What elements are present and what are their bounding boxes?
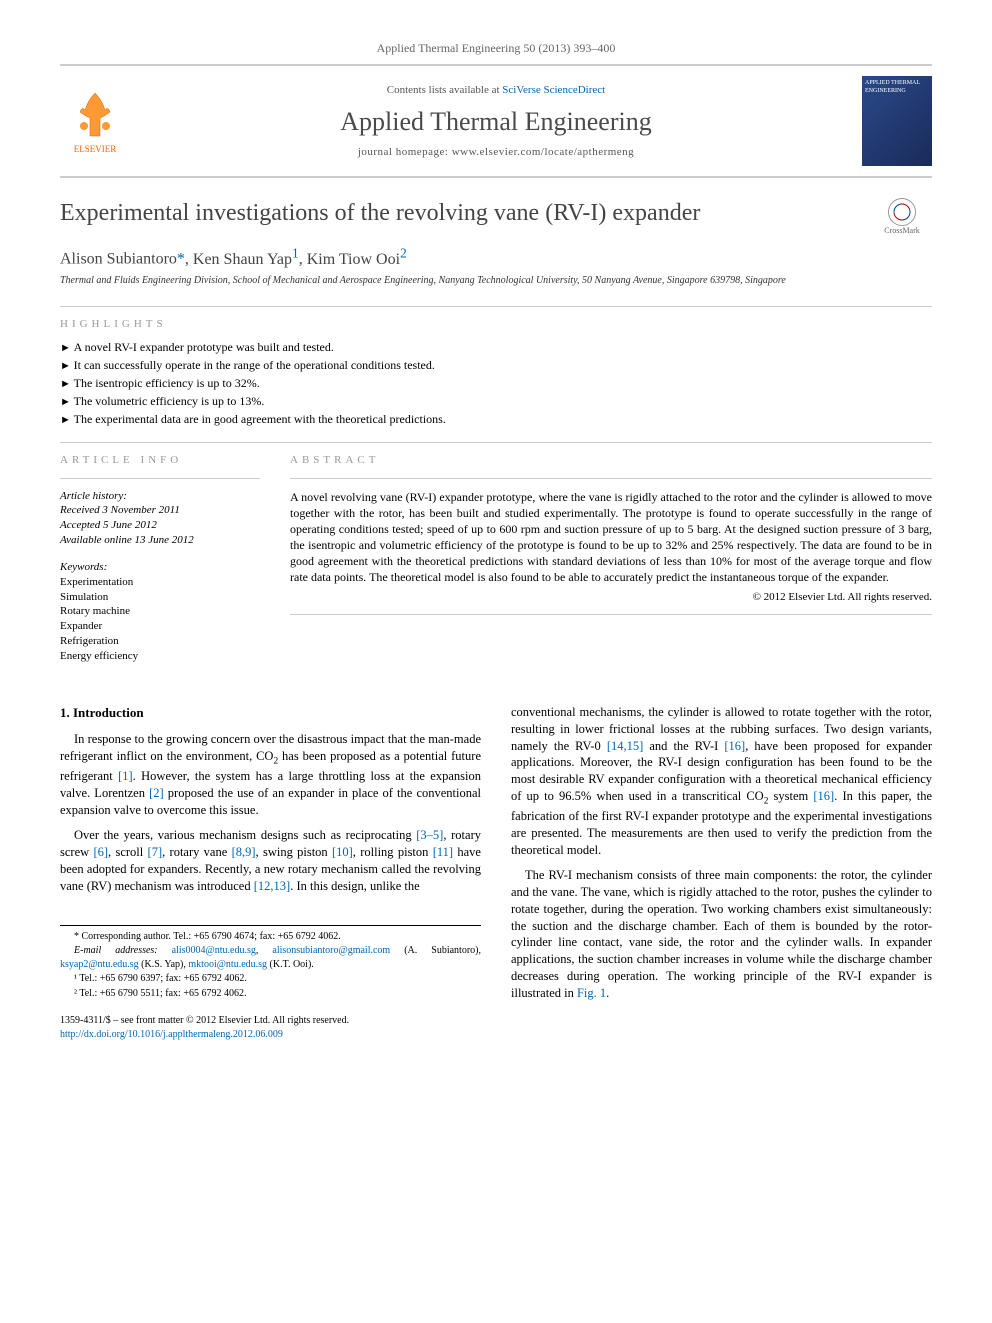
cover-label: APPLIED THERMAL ENGINEERING — [865, 80, 920, 94]
journal-reference: Applied Thermal Engineering 50 (2013) 39… — [60, 40, 932, 56]
history-label: Article history: — [60, 489, 260, 504]
crossmark-label: CrossMark — [884, 226, 920, 237]
ref-link-14-15[interactable]: [14,15] — [607, 739, 643, 753]
history-item: Available online 13 June 2012 — [60, 533, 260, 548]
intro-paragraph-1: In response to the growing concern over … — [60, 731, 481, 819]
article-history: Article history: Received 3 November 201… — [60, 489, 260, 548]
ref-link-11[interactable]: [11] — [433, 845, 453, 859]
abstract-column: abstract A novel revolving vane (RV-I) e… — [290, 453, 932, 664]
footnote-emails: E-mail addresses: alis0004@ntu.edu.sg, a… — [60, 944, 481, 971]
footer-meta: 1359-4311/$ – see front matter © 2012 El… — [60, 1014, 481, 1041]
footnote-1: ¹ Tel.: +65 6790 6397; fax: +65 6792 406… — [60, 972, 481, 986]
highlight-item: The volumetric efficiency is up to 13%. — [60, 393, 932, 410]
crossmark-icon — [888, 198, 916, 226]
ref-link-8-9[interactable]: [8,9] — [232, 845, 256, 859]
keyword-item: Energy efficiency — [60, 649, 260, 664]
divider — [60, 306, 932, 307]
author-1[interactable]: Alison Subiantoro* — [60, 251, 185, 268]
author-2-marker[interactable]: 1 — [292, 245, 299, 260]
ref-link-10[interactable]: [10] — [332, 845, 353, 859]
ref-link-16[interactable]: [16] — [724, 739, 745, 753]
footnote-corresponding: * Corresponding author. Tel.: +65 6790 4… — [60, 930, 481, 944]
col2-paragraph-1: conventional mechanisms, the cylinder is… — [511, 704, 932, 859]
ref-link-16b[interactable]: [16] — [813, 789, 834, 803]
footnotes: * Corresponding author. Tel.: +65 6790 4… — [60, 925, 481, 1001]
keyword-item: Simulation — [60, 590, 260, 605]
keywords-list: Experimentation Simulation Rotary machin… — [60, 575, 260, 664]
author-3-marker[interactable]: 2 — [400, 245, 407, 260]
abstract-label: abstract — [290, 453, 932, 468]
email-link[interactable]: mktooi@ntu.edu.sg — [188, 959, 267, 970]
ref-link-1[interactable]: [1] — [118, 769, 133, 783]
contents-list-line: Contents lists available at SciVerse Sci… — [130, 83, 862, 98]
section-heading-intro: 1. Introduction — [60, 704, 481, 722]
keyword-item: Expander — [60, 619, 260, 634]
journal-name: Applied Thermal Engineering — [130, 104, 862, 139]
homepage-url[interactable]: www.elsevier.com/locate/apthermeng — [452, 146, 634, 158]
ref-link-3-5[interactable]: [3–5] — [416, 828, 443, 842]
history-item: Received 3 November 2011 — [60, 503, 260, 518]
divider — [60, 442, 932, 443]
homepage-prefix: journal homepage: — [358, 146, 452, 158]
highlight-item: The isentropic efficiency is up to 32%. — [60, 375, 932, 392]
highlight-item: A novel RV-I expander prototype was buil… — [60, 339, 932, 356]
front-matter-line: 1359-4311/$ – see front matter © 2012 El… — [60, 1014, 481, 1028]
divider — [290, 614, 932, 615]
journal-cover-thumbnail[interactable]: APPLIED THERMAL ENGINEERING — [862, 76, 932, 166]
page-container: Applied Thermal Engineering 50 (2013) 39… — [0, 0, 992, 1071]
journal-header: ELSEVIER Contents lists available at Sci… — [60, 64, 932, 178]
intro-paragraph-2: Over the years, various mechanism design… — [60, 827, 481, 895]
info-abstract-row: article info Article history: Received 3… — [60, 453, 932, 664]
ref-link-2[interactable]: [2] — [149, 786, 164, 800]
contents-prefix: Contents lists available at — [387, 84, 502, 96]
footnote-2: ² Tel.: +65 6790 5511; fax: +65 6792 406… — [60, 987, 481, 1001]
highlights-block: A novel RV-I expander prototype was buil… — [60, 339, 932, 427]
crossmark-badge[interactable]: CrossMark — [872, 198, 932, 238]
ref-link-6[interactable]: [6] — [93, 845, 108, 859]
article-info-column: article info Article history: Received 3… — [60, 453, 260, 664]
author-2[interactable]: Ken Shaun Yap1 — [193, 251, 299, 268]
author-list: Alison Subiantoro*, Ken Shaun Yap1, Kim … — [60, 244, 932, 270]
body-column-right: conventional mechanisms, the cylinder is… — [511, 704, 932, 1041]
highlight-item: The experimental data are in good agreem… — [60, 411, 932, 428]
body-column-left: 1. Introduction In response to the growi… — [60, 704, 481, 1041]
sciencedirect-link[interactable]: SciVerse ScienceDirect — [502, 84, 605, 96]
email-link[interactable]: alis0004@ntu.edu.sg — [172, 945, 256, 956]
figure-link-1[interactable]: Fig. 1 — [577, 986, 606, 1000]
author-1-marker[interactable]: * — [177, 251, 185, 268]
elsevier-label: ELSEVIER — [74, 143, 117, 155]
article-info-label: article info — [60, 453, 260, 468]
col2-paragraph-2: The RV-I mechanism consists of three mai… — [511, 867, 932, 1002]
title-row: Experimental investigations of the revol… — [60, 198, 932, 238]
article-title: Experimental investigations of the revol… — [60, 198, 852, 228]
elsevier-tree-icon — [70, 88, 120, 143]
journal-homepage-line: journal homepage: www.elsevier.com/locat… — [130, 145, 862, 160]
header-center: Contents lists available at SciVerse Sci… — [130, 83, 862, 160]
keyword-item: Refrigeration — [60, 634, 260, 649]
abstract-copyright: © 2012 Elsevier Ltd. All rights reserved… — [290, 590, 932, 605]
abstract-text: A novel revolving vane (RV-I) expander p… — [290, 489, 932, 586]
divider — [60, 478, 260, 479]
history-item: Accepted 5 June 2012 — [60, 518, 260, 533]
highlights-label: highlights — [60, 317, 932, 332]
divider — [290, 478, 932, 479]
keyword-item: Experimentation — [60, 575, 260, 590]
body-columns: 1. Introduction In response to the growi… — [60, 704, 932, 1041]
ref-link-7[interactable]: [7] — [148, 845, 163, 859]
author-3[interactable]: Kim Tiow Ooi2 — [307, 251, 407, 268]
keyword-item: Rotary machine — [60, 604, 260, 619]
email-link[interactable]: alisonsubiantoro@gmail.com — [272, 945, 390, 956]
highlight-item: It can successfully operate in the range… — [60, 357, 932, 374]
affiliation: Thermal and Fluids Engineering Division,… — [60, 274, 932, 288]
ref-link-12-13[interactable]: [12,13] — [254, 879, 290, 893]
elsevier-logo[interactable]: ELSEVIER — [60, 81, 130, 161]
keywords-label: Keywords: — [60, 560, 260, 575]
email-link[interactable]: ksyap2@ntu.edu.sg — [60, 959, 139, 970]
doi-link[interactable]: http://dx.doi.org/10.1016/j.applthermale… — [60, 1029, 283, 1040]
